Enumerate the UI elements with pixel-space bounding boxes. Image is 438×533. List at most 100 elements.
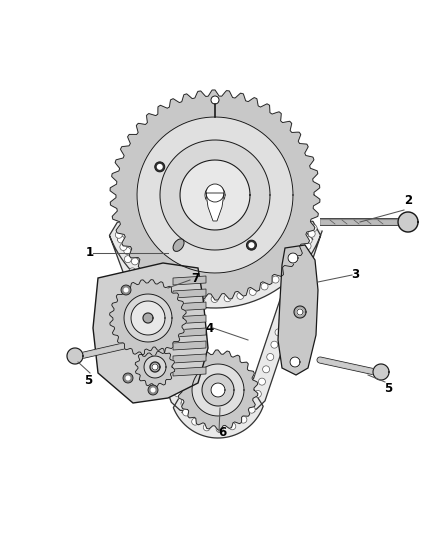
Circle shape — [117, 236, 124, 243]
Circle shape — [240, 416, 247, 423]
Polygon shape — [173, 367, 206, 376]
Polygon shape — [131, 301, 165, 335]
Circle shape — [275, 329, 282, 336]
Text: 2: 2 — [404, 193, 412, 206]
Polygon shape — [297, 309, 303, 315]
Circle shape — [207, 399, 214, 406]
Circle shape — [183, 228, 190, 235]
Polygon shape — [278, 245, 318, 375]
Circle shape — [282, 268, 289, 275]
Ellipse shape — [173, 239, 184, 252]
Polygon shape — [137, 117, 293, 273]
Circle shape — [287, 227, 294, 234]
Circle shape — [249, 288, 256, 295]
Polygon shape — [110, 221, 322, 438]
Circle shape — [247, 399, 254, 406]
Polygon shape — [178, 350, 258, 430]
Polygon shape — [294, 306, 306, 318]
Circle shape — [211, 295, 218, 303]
Circle shape — [123, 373, 133, 383]
Circle shape — [206, 184, 224, 202]
Polygon shape — [173, 341, 206, 350]
Circle shape — [138, 292, 145, 299]
Polygon shape — [290, 357, 300, 367]
Circle shape — [308, 230, 315, 237]
Circle shape — [185, 292, 192, 299]
Circle shape — [118, 228, 125, 235]
Polygon shape — [173, 315, 206, 324]
Circle shape — [151, 387, 155, 392]
Circle shape — [181, 400, 188, 407]
Circle shape — [248, 406, 255, 413]
Circle shape — [274, 227, 281, 234]
Circle shape — [174, 390, 181, 397]
Circle shape — [198, 295, 205, 302]
Circle shape — [194, 398, 201, 405]
Circle shape — [299, 248, 306, 255]
Circle shape — [157, 228, 164, 235]
Circle shape — [156, 341, 163, 348]
Text: 1: 1 — [86, 246, 94, 260]
Circle shape — [144, 228, 151, 235]
Circle shape — [300, 227, 307, 234]
Circle shape — [296, 267, 303, 274]
Circle shape — [233, 399, 240, 406]
Polygon shape — [206, 193, 224, 221]
Polygon shape — [152, 364, 158, 370]
Circle shape — [211, 96, 219, 104]
Circle shape — [209, 227, 216, 235]
Circle shape — [203, 424, 210, 431]
Polygon shape — [93, 263, 208, 403]
Polygon shape — [124, 294, 172, 342]
Text: 5: 5 — [84, 374, 92, 386]
Circle shape — [165, 365, 172, 373]
Polygon shape — [398, 212, 418, 232]
Circle shape — [124, 256, 131, 263]
Polygon shape — [135, 347, 175, 387]
Circle shape — [310, 224, 317, 232]
Circle shape — [192, 418, 199, 425]
Circle shape — [126, 376, 131, 381]
Text: 4: 4 — [206, 321, 214, 335]
Circle shape — [161, 353, 168, 360]
Circle shape — [194, 399, 201, 406]
Circle shape — [304, 243, 311, 249]
Text: 7: 7 — [191, 271, 199, 285]
Circle shape — [131, 258, 138, 265]
Polygon shape — [110, 280, 187, 357]
Circle shape — [150, 276, 157, 282]
Circle shape — [247, 240, 256, 250]
Circle shape — [279, 317, 286, 324]
Circle shape — [246, 397, 253, 404]
Polygon shape — [173, 276, 206, 285]
Circle shape — [173, 288, 180, 295]
Circle shape — [267, 353, 274, 360]
Circle shape — [229, 423, 236, 430]
Text: 3: 3 — [351, 269, 359, 281]
Circle shape — [121, 285, 131, 295]
Circle shape — [300, 255, 307, 262]
Circle shape — [196, 228, 203, 235]
Circle shape — [237, 293, 244, 300]
Circle shape — [220, 399, 227, 406]
Circle shape — [254, 391, 261, 398]
Circle shape — [272, 276, 279, 283]
Circle shape — [216, 425, 223, 432]
Circle shape — [235, 227, 242, 234]
Polygon shape — [160, 140, 270, 250]
Circle shape — [147, 317, 154, 324]
Circle shape — [183, 409, 190, 416]
Polygon shape — [150, 362, 160, 372]
Circle shape — [152, 329, 159, 336]
Polygon shape — [67, 348, 83, 364]
Circle shape — [291, 259, 298, 265]
Circle shape — [263, 366, 270, 373]
Circle shape — [124, 287, 128, 293]
Circle shape — [140, 268, 147, 274]
Polygon shape — [143, 313, 153, 323]
Circle shape — [181, 398, 188, 405]
Circle shape — [283, 304, 290, 311]
Circle shape — [131, 228, 138, 235]
Polygon shape — [202, 374, 234, 406]
Polygon shape — [173, 302, 206, 311]
